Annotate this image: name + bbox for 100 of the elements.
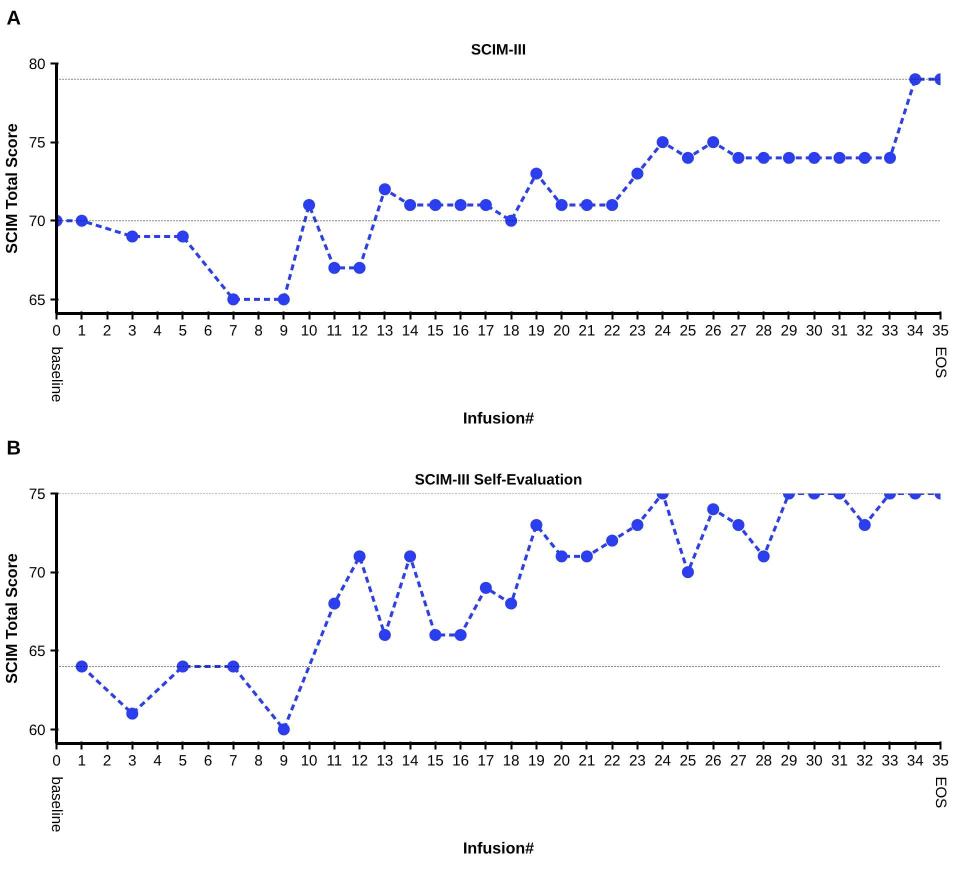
y-tick-label: 60 — [28, 722, 46, 739]
point — [530, 168, 542, 180]
point — [328, 262, 340, 274]
x-tick-label: 18 — [502, 322, 520, 340]
x-tick-label: 22 — [604, 752, 620, 770]
x-tick-label: 11 — [326, 322, 342, 340]
x-tick-label: 19 — [528, 322, 545, 340]
x-tick-label: 21 — [578, 322, 596, 340]
text: EOS — [932, 776, 949, 808]
point — [454, 199, 467, 211]
x-tick-label: 30 — [806, 322, 823, 340]
x-tick-label: 31 — [831, 322, 848, 340]
point — [328, 598, 340, 610]
text: A — [6, 8, 21, 30]
point — [656, 136, 669, 148]
x-tick-label: 2 — [102, 322, 112, 340]
point — [480, 582, 492, 594]
point — [631, 518, 644, 531]
x-tick-label: 13 — [376, 752, 394, 770]
x-tick-label: 9 — [280, 752, 288, 770]
x-tick-label: 9 — [280, 322, 288, 340]
point — [278, 293, 290, 306]
y-tick-label: 75 — [28, 134, 46, 152]
y-tick-label: 75 — [28, 486, 46, 503]
point — [404, 199, 416, 211]
x-tick-label: 0 — [52, 752, 61, 770]
text: B — [6, 438, 21, 460]
x-tick-label: 34 — [906, 752, 924, 770]
x-tick-label: 32 — [856, 752, 874, 770]
chart-title: SCIM-III Self-Evaluation — [414, 472, 582, 488]
x-tick-label: 2 — [102, 752, 112, 770]
x-tick-label: 34 — [906, 322, 924, 340]
x-tick-label: 23 — [629, 322, 646, 340]
x-axis-title: Infusion# — [462, 410, 534, 428]
point — [530, 518, 542, 531]
x-tick-label: 28 — [755, 322, 772, 340]
point — [682, 566, 694, 578]
point — [758, 550, 770, 562]
point — [909, 73, 922, 86]
point — [303, 199, 316, 211]
point — [732, 152, 744, 164]
point — [278, 723, 290, 736]
x-tick-label: 21 — [578, 752, 596, 770]
x-tick-label: 3 — [128, 322, 136, 340]
x-tick-label: 33 — [882, 322, 898, 340]
x-tick-label: 0 — [52, 322, 61, 340]
point — [354, 550, 366, 562]
point — [580, 199, 593, 211]
x-tick-label: 20 — [553, 322, 570, 340]
chart-title: SCIM-III — [471, 42, 526, 58]
point — [884, 152, 896, 164]
x-tick-label: 32 — [856, 322, 874, 340]
y-tick-label: 65 — [28, 292, 46, 309]
x-tick-label: 5 — [178, 752, 187, 770]
x-tick-label: 12 — [351, 322, 368, 340]
point — [227, 660, 240, 672]
x-tick-label: 3 — [128, 752, 136, 770]
point — [580, 550, 593, 562]
x-tick-label: 24 — [654, 752, 672, 770]
point — [606, 199, 618, 211]
point — [505, 598, 518, 610]
x-tick-label: 1 — [78, 322, 86, 340]
x-tick-label: 25 — [680, 752, 696, 770]
point — [429, 629, 442, 641]
point — [707, 136, 720, 148]
x-tick-label: 33 — [882, 752, 898, 770]
x-tick-label: 7 — [229, 752, 238, 770]
point — [176, 660, 189, 672]
y-tick-label: 65 — [28, 643, 46, 660]
y-axis-title: SCIM Total Score — [4, 553, 21, 684]
x-tick-label: 6 — [204, 322, 212, 340]
x-tick-label: 22 — [604, 322, 620, 340]
text: baseline — [48, 776, 65, 832]
point — [782, 152, 795, 164]
x-tick-label: 12 — [351, 752, 368, 770]
y-axis-title: SCIM Total Score — [4, 123, 21, 254]
x-tick-label: 28 — [755, 752, 772, 770]
point — [126, 230, 138, 242]
x-tick-label: 27 — [730, 752, 747, 770]
point — [76, 660, 88, 672]
point — [480, 199, 492, 211]
point — [732, 518, 744, 531]
x-tick-label: 35 — [932, 322, 949, 340]
x-tick-label: 13 — [376, 322, 394, 340]
point — [858, 152, 871, 164]
point — [378, 183, 391, 196]
point — [505, 214, 518, 227]
x-tick-label: 8 — [254, 322, 263, 340]
x-tick-label: 17 — [478, 322, 494, 340]
point — [707, 503, 720, 516]
y-tick-label: 70 — [28, 213, 46, 230]
x-tick-label: 19 — [528, 752, 545, 770]
x-tick-label: 18 — [502, 752, 520, 770]
y-tick-label: 80 — [28, 56, 46, 73]
x-tick-label: 10 — [300, 322, 318, 340]
text: baseline — [48, 346, 65, 402]
x-tick-label: 11 — [326, 752, 342, 770]
point — [606, 534, 618, 547]
x-tick-label: 15 — [427, 752, 444, 770]
point — [227, 293, 240, 306]
